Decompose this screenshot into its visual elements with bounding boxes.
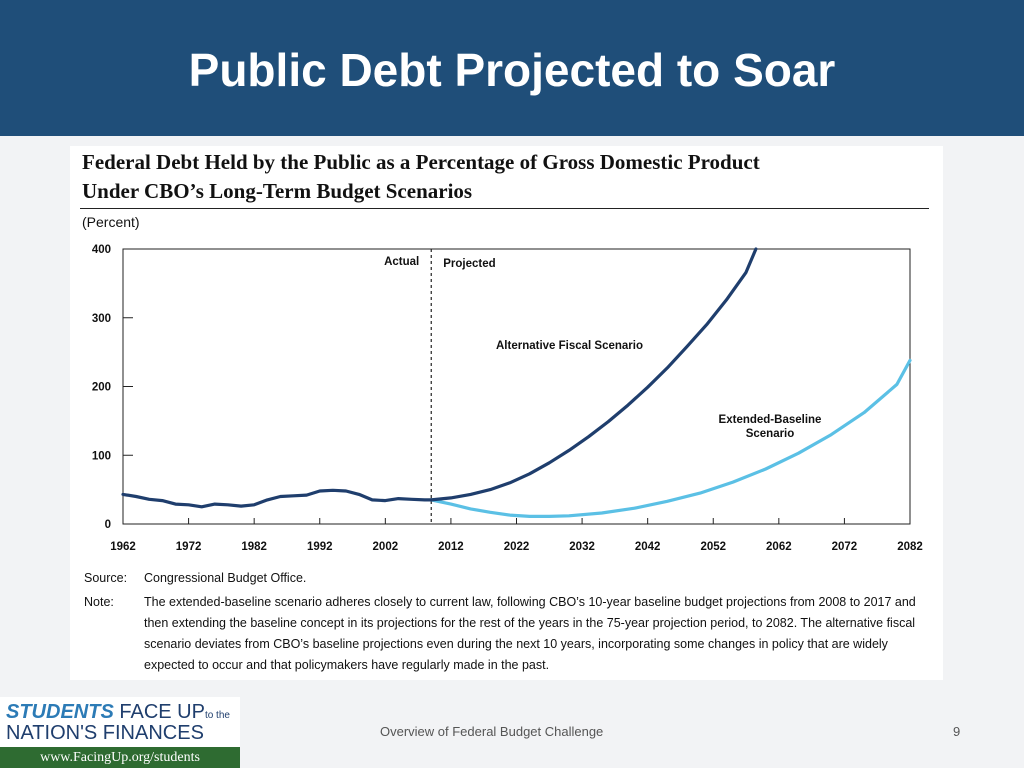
alternative-fiscal-scenario-line — [429, 247, 758, 502]
y-axis-unit-label: (Percent) — [82, 214, 140, 230]
y-tick-label-400: 400 — [92, 244, 111, 256]
annotations: Actual Projected Alternative Fiscal Scenar… — [384, 256, 821, 440]
alternative-scenario-label: Alternative Fiscal Scenario — [496, 340, 643, 352]
chart-title-line1: Federal Debt Held by the Public as a Per… — [82, 150, 760, 174]
actual-label: Actual — [384, 256, 419, 268]
y-tick-label-200: 200 — [92, 382, 111, 394]
extended-baseline-label-line1: Extended-Baseline — [719, 414, 822, 426]
axis-ticks: 0 100 200 300 400 1962 1972 1982 1992 2002 2012 202… — [92, 244, 923, 553]
logo-face-up: FACE UP — [119, 701, 205, 723]
source-text: Congressional Budget Office. — [144, 571, 307, 585]
x-tick-label-2052: 2052 — [700, 541, 726, 553]
chart-title-line2: Under CBO’s Long-Term Budget Scenarios — [82, 179, 473, 203]
chart-title: Federal Debt Held by the Public as a Per… — [82, 148, 932, 206]
page-number: 9 — [953, 724, 961, 739]
x-tick-label-2062: 2062 — [766, 541, 792, 553]
x-tick-label-2012: 2012 — [438, 541, 464, 553]
historical-debt-line — [121, 488, 433, 509]
slide-title: Public Debt Projected to Soar — [188, 44, 836, 96]
x-tick-label-2002: 2002 — [373, 541, 399, 553]
note-text: The extended-baseline scenario adheres c… — [144, 595, 916, 672]
x-tick-label-2022: 2022 — [504, 541, 530, 553]
logo-line1: STUDENTS FACE UPto the — [6, 701, 238, 723]
x-tick-label-2032: 2032 — [569, 541, 595, 553]
projected-label: Projected — [443, 258, 495, 270]
extended-baseline-label-line2: Scenario — [746, 428, 795, 440]
x-tick-label-2042: 2042 — [635, 541, 661, 553]
x-tick-label-1962: 1962 — [110, 541, 136, 553]
plot-frame — [122, 248, 911, 525]
logo-to-the: to the — [204, 710, 230, 721]
logo: STUDENTS FACE UPto the NATION'S FINANCES… — [0, 697, 240, 768]
x-tick-label-1992: 1992 — [307, 541, 333, 553]
series-lines — [121, 247, 912, 518]
x-tick-label-2072: 2072 — [832, 541, 858, 553]
logo-line2: NATION'S FINANCES — [6, 722, 204, 744]
logo-url: www.FacingUp.org/students — [0, 747, 240, 768]
y-tick-label-300: 300 — [92, 313, 111, 325]
footer-text: Overview of Federal Budget Challenge — [380, 724, 604, 739]
x-tick-label-1972: 1972 — [176, 541, 202, 553]
extended-baseline-scenario-line — [429, 358, 912, 518]
note-label: Note: — [84, 595, 114, 609]
y-tick-label-0: 0 — [105, 519, 111, 531]
x-tick-label-1982: 1982 — [241, 541, 267, 553]
debt-line-chart: 0 100 200 300 400 1962 1972 1982 1992 2002 2012 202… — [92, 244, 923, 553]
source-label: Source: — [84, 571, 128, 585]
plot-border — [122, 248, 911, 525]
x-tick-label-2082: 2082 — [897, 541, 923, 553]
title-rule — [80, 208, 929, 209]
y-tick-label-100: 100 — [92, 450, 111, 462]
chart-panel: Federal Debt Held by the Public as a Per… — [70, 146, 943, 680]
title-bar: Public Debt Projected to Soar — [0, 0, 1024, 136]
logo-students: STUDENTS — [6, 701, 114, 723]
